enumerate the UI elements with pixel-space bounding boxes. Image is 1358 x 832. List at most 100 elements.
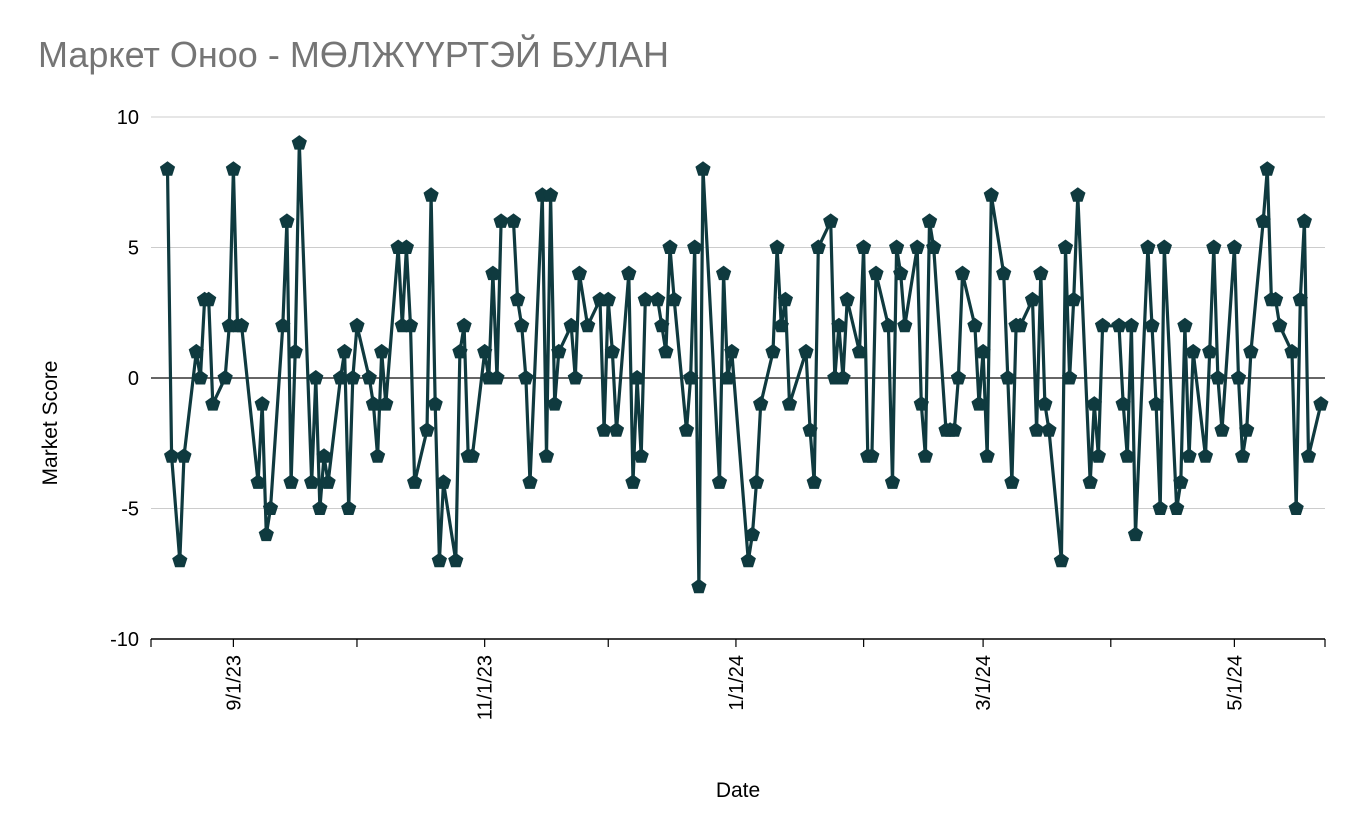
data-point-marker — [580, 317, 596, 333]
data-point-marker — [398, 239, 414, 254]
data-point-marker — [217, 370, 233, 385]
data-point-marker — [1144, 317, 1160, 333]
data-point-marker — [477, 343, 493, 359]
y-tick-label: 0 — [128, 368, 139, 390]
data-point-marker — [753, 396, 769, 411]
data-point-marker — [1259, 161, 1275, 176]
data-point-marker — [864, 448, 880, 463]
data-point-marker — [1024, 291, 1041, 307]
data-point-marker — [543, 187, 559, 202]
data-point-marker — [880, 317, 896, 333]
data-point-marker — [893, 265, 909, 281]
data-point-marker — [518, 370, 534, 385]
data-point-marker — [337, 343, 353, 359]
data-point-marker — [234, 317, 250, 333]
data-point-marker — [1148, 396, 1164, 411]
data-point-marker — [744, 526, 760, 542]
data-point-marker — [1185, 343, 1201, 359]
x-tick-label: 11/1/23 — [475, 655, 497, 720]
data-point-marker — [1090, 448, 1106, 463]
data-point-marker — [365, 396, 382, 411]
data-point-marker — [810, 239, 826, 254]
data-point-marker — [571, 265, 587, 281]
data-point-marker — [909, 239, 925, 254]
data-point-marker — [781, 396, 798, 411]
data-point-marker — [254, 396, 270, 411]
data-point-marker — [1177, 317, 1193, 333]
data-point-marker — [287, 343, 303, 359]
data-point-marker — [448, 552, 464, 568]
data-point-marker — [374, 343, 390, 359]
data-point-marker — [192, 370, 208, 385]
data-point-marker — [868, 265, 884, 281]
x-tick-label: 3/1/24 — [973, 655, 995, 711]
data-point-marker — [225, 161, 241, 176]
data-point-marker — [1041, 422, 1057, 437]
x-tick-label: 5/1/24 — [1224, 655, 1246, 711]
data-point-marker — [159, 161, 176, 176]
data-point-marker — [926, 239, 942, 254]
data-point-marker — [349, 317, 365, 333]
y-tick-label: -5 — [121, 499, 139, 521]
data-point-marker — [740, 552, 756, 568]
data-point-marker — [1226, 239, 1242, 254]
data-point-marker — [1181, 448, 1197, 463]
data-point-marker — [1152, 500, 1168, 515]
data-point-marker — [1082, 474, 1098, 489]
data-point-marker — [917, 448, 933, 463]
data-point-marker — [798, 343, 814, 359]
axes — [150, 638, 1326, 647]
data-point-marker — [823, 213, 839, 228]
data-point-marker — [370, 448, 386, 463]
data-point-marker — [1288, 500, 1304, 515]
x-axis-label: Date — [716, 779, 760, 802]
data-point-marker — [510, 291, 526, 307]
data-point-marker — [625, 474, 641, 489]
data-point-marker — [485, 265, 501, 281]
data-point-marker — [765, 343, 781, 359]
data-point-marker — [979, 448, 995, 463]
data-point-marker — [621, 265, 637, 281]
data-point-marker — [1115, 396, 1131, 411]
data-point-marker — [1066, 291, 1082, 307]
data-point-marker — [1123, 317, 1139, 333]
data-point-marker — [1127, 526, 1144, 542]
data-point-marker — [839, 291, 855, 307]
data-point-marker — [975, 343, 991, 359]
data-point-marker — [748, 474, 765, 489]
data-point-marker — [1140, 239, 1156, 254]
data-point-marker — [1062, 370, 1078, 385]
data-point-marker — [275, 317, 291, 333]
data-point-marker — [1255, 213, 1271, 228]
data-point-marker — [1057, 239, 1074, 254]
y-axis-label: Market Score — [39, 361, 62, 486]
data-point-marker — [547, 396, 563, 411]
data-point-marker — [921, 213, 938, 228]
x-tick-label: 1/1/24 — [726, 655, 748, 711]
data-point-marker — [431, 552, 447, 568]
data-point-marker — [551, 343, 567, 359]
data-point-marker — [851, 343, 868, 359]
data-point-marker — [678, 422, 695, 437]
data-point-marker — [361, 370, 377, 385]
data-point-marker — [1000, 370, 1016, 385]
chart-title: Маркет Оноо - МӨЛЖҮҮРТЭЙ БУЛАН — [38, 34, 669, 75]
data-point-marker — [567, 370, 583, 385]
data-point-marker — [341, 500, 357, 515]
data-point-marker — [1012, 317, 1028, 333]
y-tick-label: -10 — [110, 629, 139, 651]
data-point-marker — [654, 317, 670, 333]
data-point-marker — [716, 265, 732, 281]
data-point-marker — [769, 239, 785, 254]
data-point-marker — [304, 474, 320, 489]
data-point-marker — [464, 448, 480, 463]
data-point-marker — [1169, 500, 1185, 515]
data-point-marker — [176, 448, 192, 463]
data-point-marker — [724, 343, 740, 359]
data-point-marker — [1202, 343, 1218, 359]
data-point-marker — [1272, 317, 1288, 333]
data-point-marker — [777, 291, 793, 307]
data-point-marker — [345, 370, 361, 385]
data-point-marker — [687, 239, 703, 254]
